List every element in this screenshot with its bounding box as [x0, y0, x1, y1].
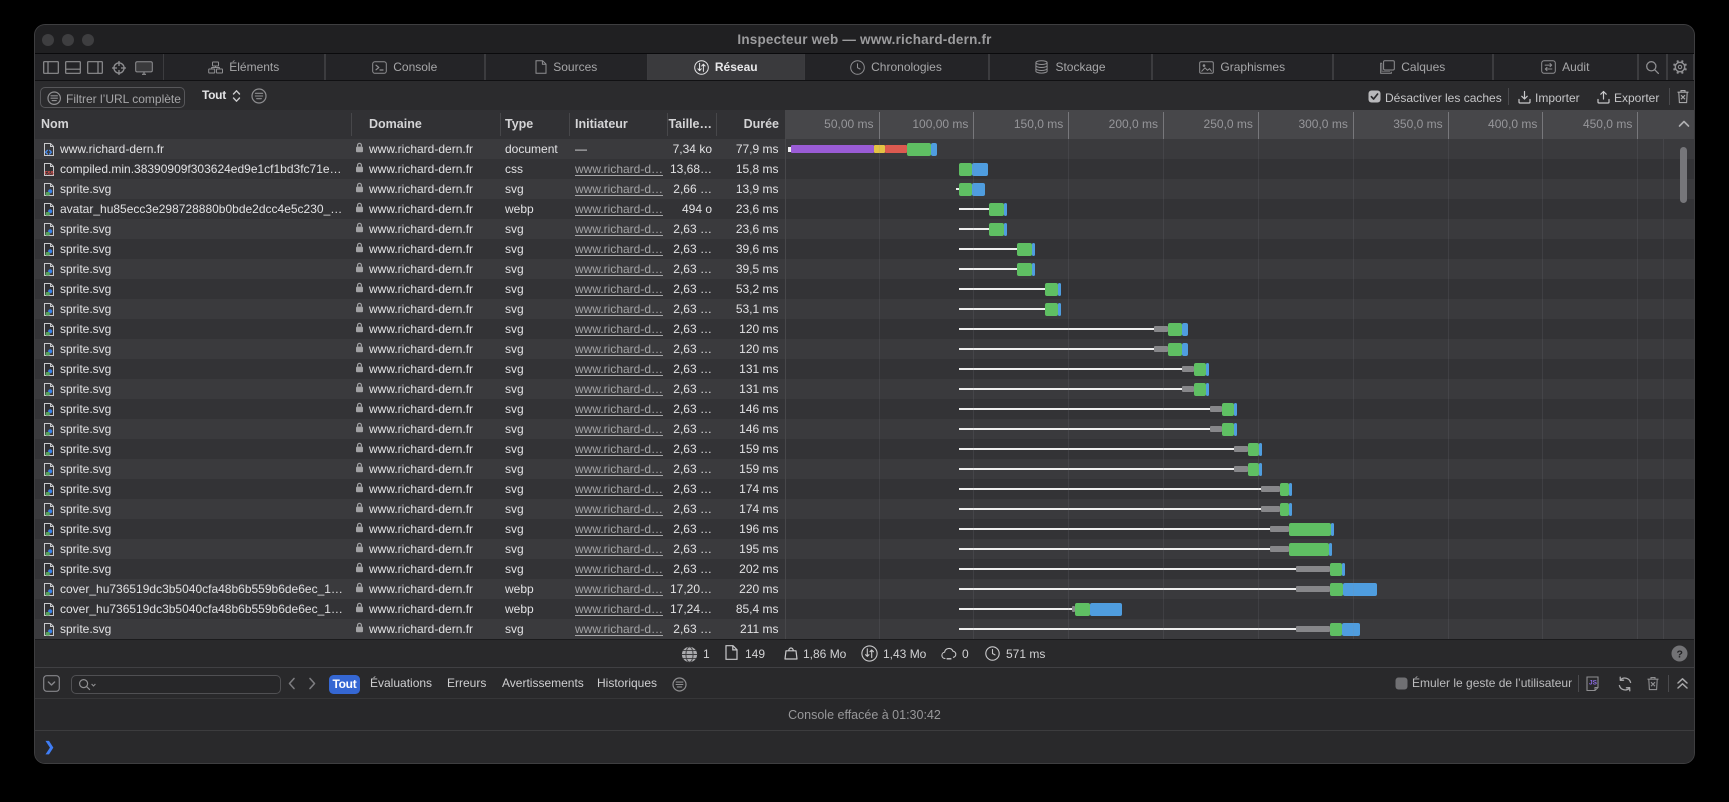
svg-text:JS: JS	[1589, 680, 1598, 687]
svg-text:css: css	[45, 170, 55, 176]
svg-text:?: ?	[1677, 648, 1683, 660]
